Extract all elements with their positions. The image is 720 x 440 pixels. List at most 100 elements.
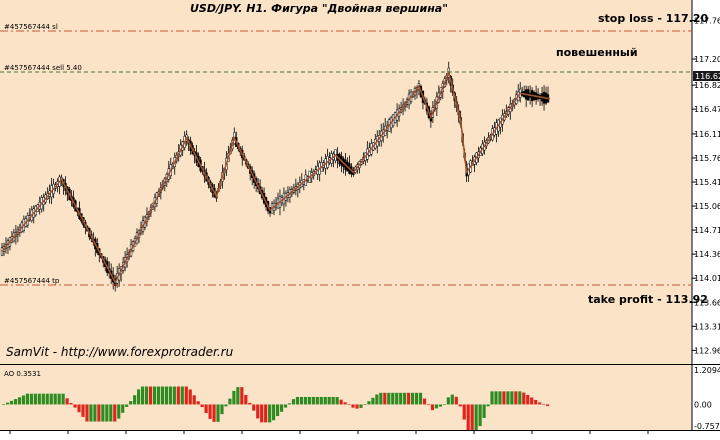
current-price-text: 116.62 (695, 72, 720, 81)
ao-bar (371, 397, 375, 405)
indicator-tick-label: 1.2094 (694, 366, 720, 375)
ao-bar (105, 404, 109, 422)
ao-bar (403, 392, 407, 405)
ao-bar (117, 404, 121, 419)
current-price-tag (693, 71, 720, 81)
ao-bar (89, 404, 93, 422)
ao-bar (474, 404, 478, 435)
ao-bar (375, 394, 379, 405)
ao-bar (69, 402, 73, 405)
ao-bar (152, 386, 157, 405)
ao-bar (49, 393, 53, 405)
price-tick-label: 113.31 (694, 322, 720, 331)
ao-bar (73, 404, 77, 408)
ao-bar (486, 404, 490, 407)
ao-bar (323, 396, 327, 405)
ao-bar (422, 398, 427, 405)
ao-bar (276, 404, 280, 417)
price-tick-label: 117.76 (694, 16, 720, 25)
ao-bar (502, 391, 506, 405)
ao-bar (200, 404, 204, 408)
ao-bar (164, 386, 168, 405)
ao-bar (311, 396, 315, 405)
ao-bar (510, 391, 514, 405)
ao-bar (196, 401, 200, 405)
ao-bar (482, 404, 486, 418)
ao-bar (434, 404, 439, 409)
price-tick-label: 116.47 (694, 105, 720, 114)
ao-bar (319, 396, 323, 405)
ao-bar (144, 386, 149, 405)
ao-bar (442, 404, 446, 406)
ao-bar (454, 396, 458, 405)
indicator-tick-label: 0.00 (694, 400, 712, 409)
ao-bar (160, 386, 165, 405)
ao-bar (180, 386, 184, 405)
ao-bar (514, 391, 518, 405)
hanged-note: повешенный (556, 46, 638, 59)
ao-bar (391, 392, 395, 405)
ao-bar (129, 401, 133, 405)
ao-bar (192, 395, 196, 405)
ao-bar (33, 393, 37, 405)
ao-bar (29, 393, 33, 405)
ao-bar (522, 392, 526, 405)
ao-bar (462, 404, 466, 420)
ao-bar (53, 393, 57, 405)
price-tick-label: 117.20 (694, 55, 720, 64)
ao-bar (506, 391, 510, 405)
ao-bar (307, 396, 311, 405)
price-axis-panel (692, 0, 720, 364)
ao-bar (188, 389, 192, 405)
ao-bar (109, 404, 113, 422)
ao-bar (331, 396, 335, 405)
ao-bar (430, 404, 435, 411)
order-sl-label: #457567444 sl (4, 23, 58, 31)
ao-bar (260, 404, 264, 423)
ao-bar (367, 401, 371, 405)
ao-bar (156, 386, 161, 405)
ao-bar (351, 404, 355, 408)
ao-bar (518, 391, 522, 405)
ao-bar (530, 397, 534, 405)
ao-bar (232, 390, 236, 405)
ao-bar (77, 404, 81, 413)
ao-bar (299, 396, 304, 405)
ao-bar (414, 392, 419, 405)
ao-bar (244, 394, 248, 405)
ao-bar (438, 404, 442, 407)
ao-bar (490, 391, 494, 405)
indicator-axis-ticks: 1.2094 0.00 -0.757 (694, 366, 720, 431)
ao-bar (21, 395, 26, 405)
ao-bar (291, 399, 296, 405)
ao-bar (494, 391, 498, 405)
ao-bar (216, 404, 220, 422)
ao-bar (240, 387, 244, 405)
price-tick-label: 113.66 (694, 298, 720, 307)
ao-bar (133, 395, 137, 405)
price-panel (0, 0, 692, 364)
ao-bar (526, 395, 530, 405)
ao-bar (407, 392, 411, 405)
ao-bar (121, 404, 125, 413)
price-tick-label: 114.36 (694, 250, 720, 259)
ao-bar (355, 404, 359, 409)
ao-bar (81, 404, 85, 417)
ao-bar (25, 393, 30, 405)
ao-bar (101, 404, 105, 422)
credit-text: SamVit - http://www.forexprotrader.ru (6, 345, 234, 359)
ao-bar (137, 389, 141, 405)
indicator-axis-panel (692, 365, 720, 430)
ao-bar (279, 404, 284, 412)
ao-bar (17, 397, 22, 405)
ao-bar (287, 403, 292, 405)
ao-bar (5, 402, 10, 405)
ao-bar (37, 393, 41, 405)
ao-bar (379, 392, 383, 405)
ao-bar (45, 393, 49, 405)
ao-bar (399, 392, 403, 405)
ao-bar (295, 396, 300, 405)
ao-bar (538, 402, 542, 405)
ao-bar (236, 387, 240, 405)
price-tick-label: 114.01 (694, 274, 720, 283)
